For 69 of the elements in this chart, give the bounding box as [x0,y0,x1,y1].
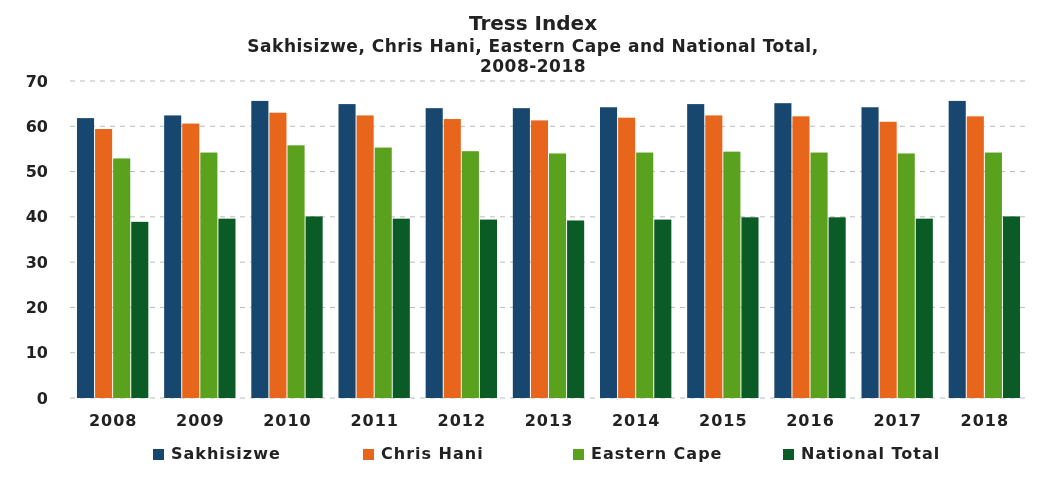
legend-label: Sakhisizwe [171,444,281,463]
bar [897,153,915,398]
y-tick-label: 20 [25,298,48,318]
x-tick-label: 2011 [350,411,399,430]
x-tick-label: 2014 [611,411,661,430]
bar [705,115,723,398]
y-tick-label: 50 [25,162,48,182]
bar [792,116,810,398]
bar [915,218,933,398]
y-tick-label: 60 [25,116,48,136]
x-tick-label: 2018 [960,411,1010,430]
bar [948,100,966,398]
bar [356,115,374,398]
bar [512,108,530,398]
bar [164,115,182,398]
bar [549,153,567,398]
chart-title: Tress Index [468,11,598,35]
bar [479,219,498,398]
bar [443,119,461,398]
y-tick-label: 0 [36,388,48,408]
bar [723,151,741,398]
bar [425,108,443,398]
bar [182,123,200,398]
bar [338,104,356,398]
bar [600,107,618,398]
bar [287,145,305,398]
bar [879,121,897,398]
chart-subtitle: Sakhisizwe, Chris Hani, Eastern Cape and National Total, 2008-2018 [247,36,819,76]
x-tick-label: 2009 [176,411,225,430]
bar [461,151,479,398]
x-tick-label: 2010 [263,411,312,430]
x-tick-label: 2016 [786,411,835,430]
bar [305,216,323,398]
bar [374,147,392,398]
bar [810,152,828,398]
bar [269,112,287,398]
bar [251,100,269,398]
legend-label: Chris Hani [381,444,484,463]
bar [1002,216,1021,398]
x-tick-label: 2017 [873,411,922,430]
bar [76,118,95,398]
y-tick-label: 70 [25,71,48,91]
y-tick-label: 40 [25,207,48,227]
bar [567,220,585,398]
bar [200,152,218,398]
y-tick-label: 10 [25,343,48,363]
bar [95,129,113,398]
bar [618,117,636,398]
x-tick-label: 2013 [524,411,574,430]
x-tick-label: 2008 [88,411,138,430]
bar [966,116,984,398]
legend-label: National Total [801,444,941,463]
bar [131,221,149,398]
y-tick-label: 30 [25,252,48,272]
bar [861,107,879,398]
bar [687,104,705,398]
bar [654,219,672,398]
bar [530,120,548,398]
x-tick-label: 2012 [437,411,487,430]
bar [218,218,236,398]
bar [113,158,131,398]
bar [741,217,759,398]
bar [828,217,846,398]
bar [636,152,654,398]
bar [984,152,1002,398]
legend-label: Eastern Cape [591,444,723,463]
bar [774,103,792,398]
x-tick-label: 2015 [699,411,748,430]
bar [392,218,410,398]
